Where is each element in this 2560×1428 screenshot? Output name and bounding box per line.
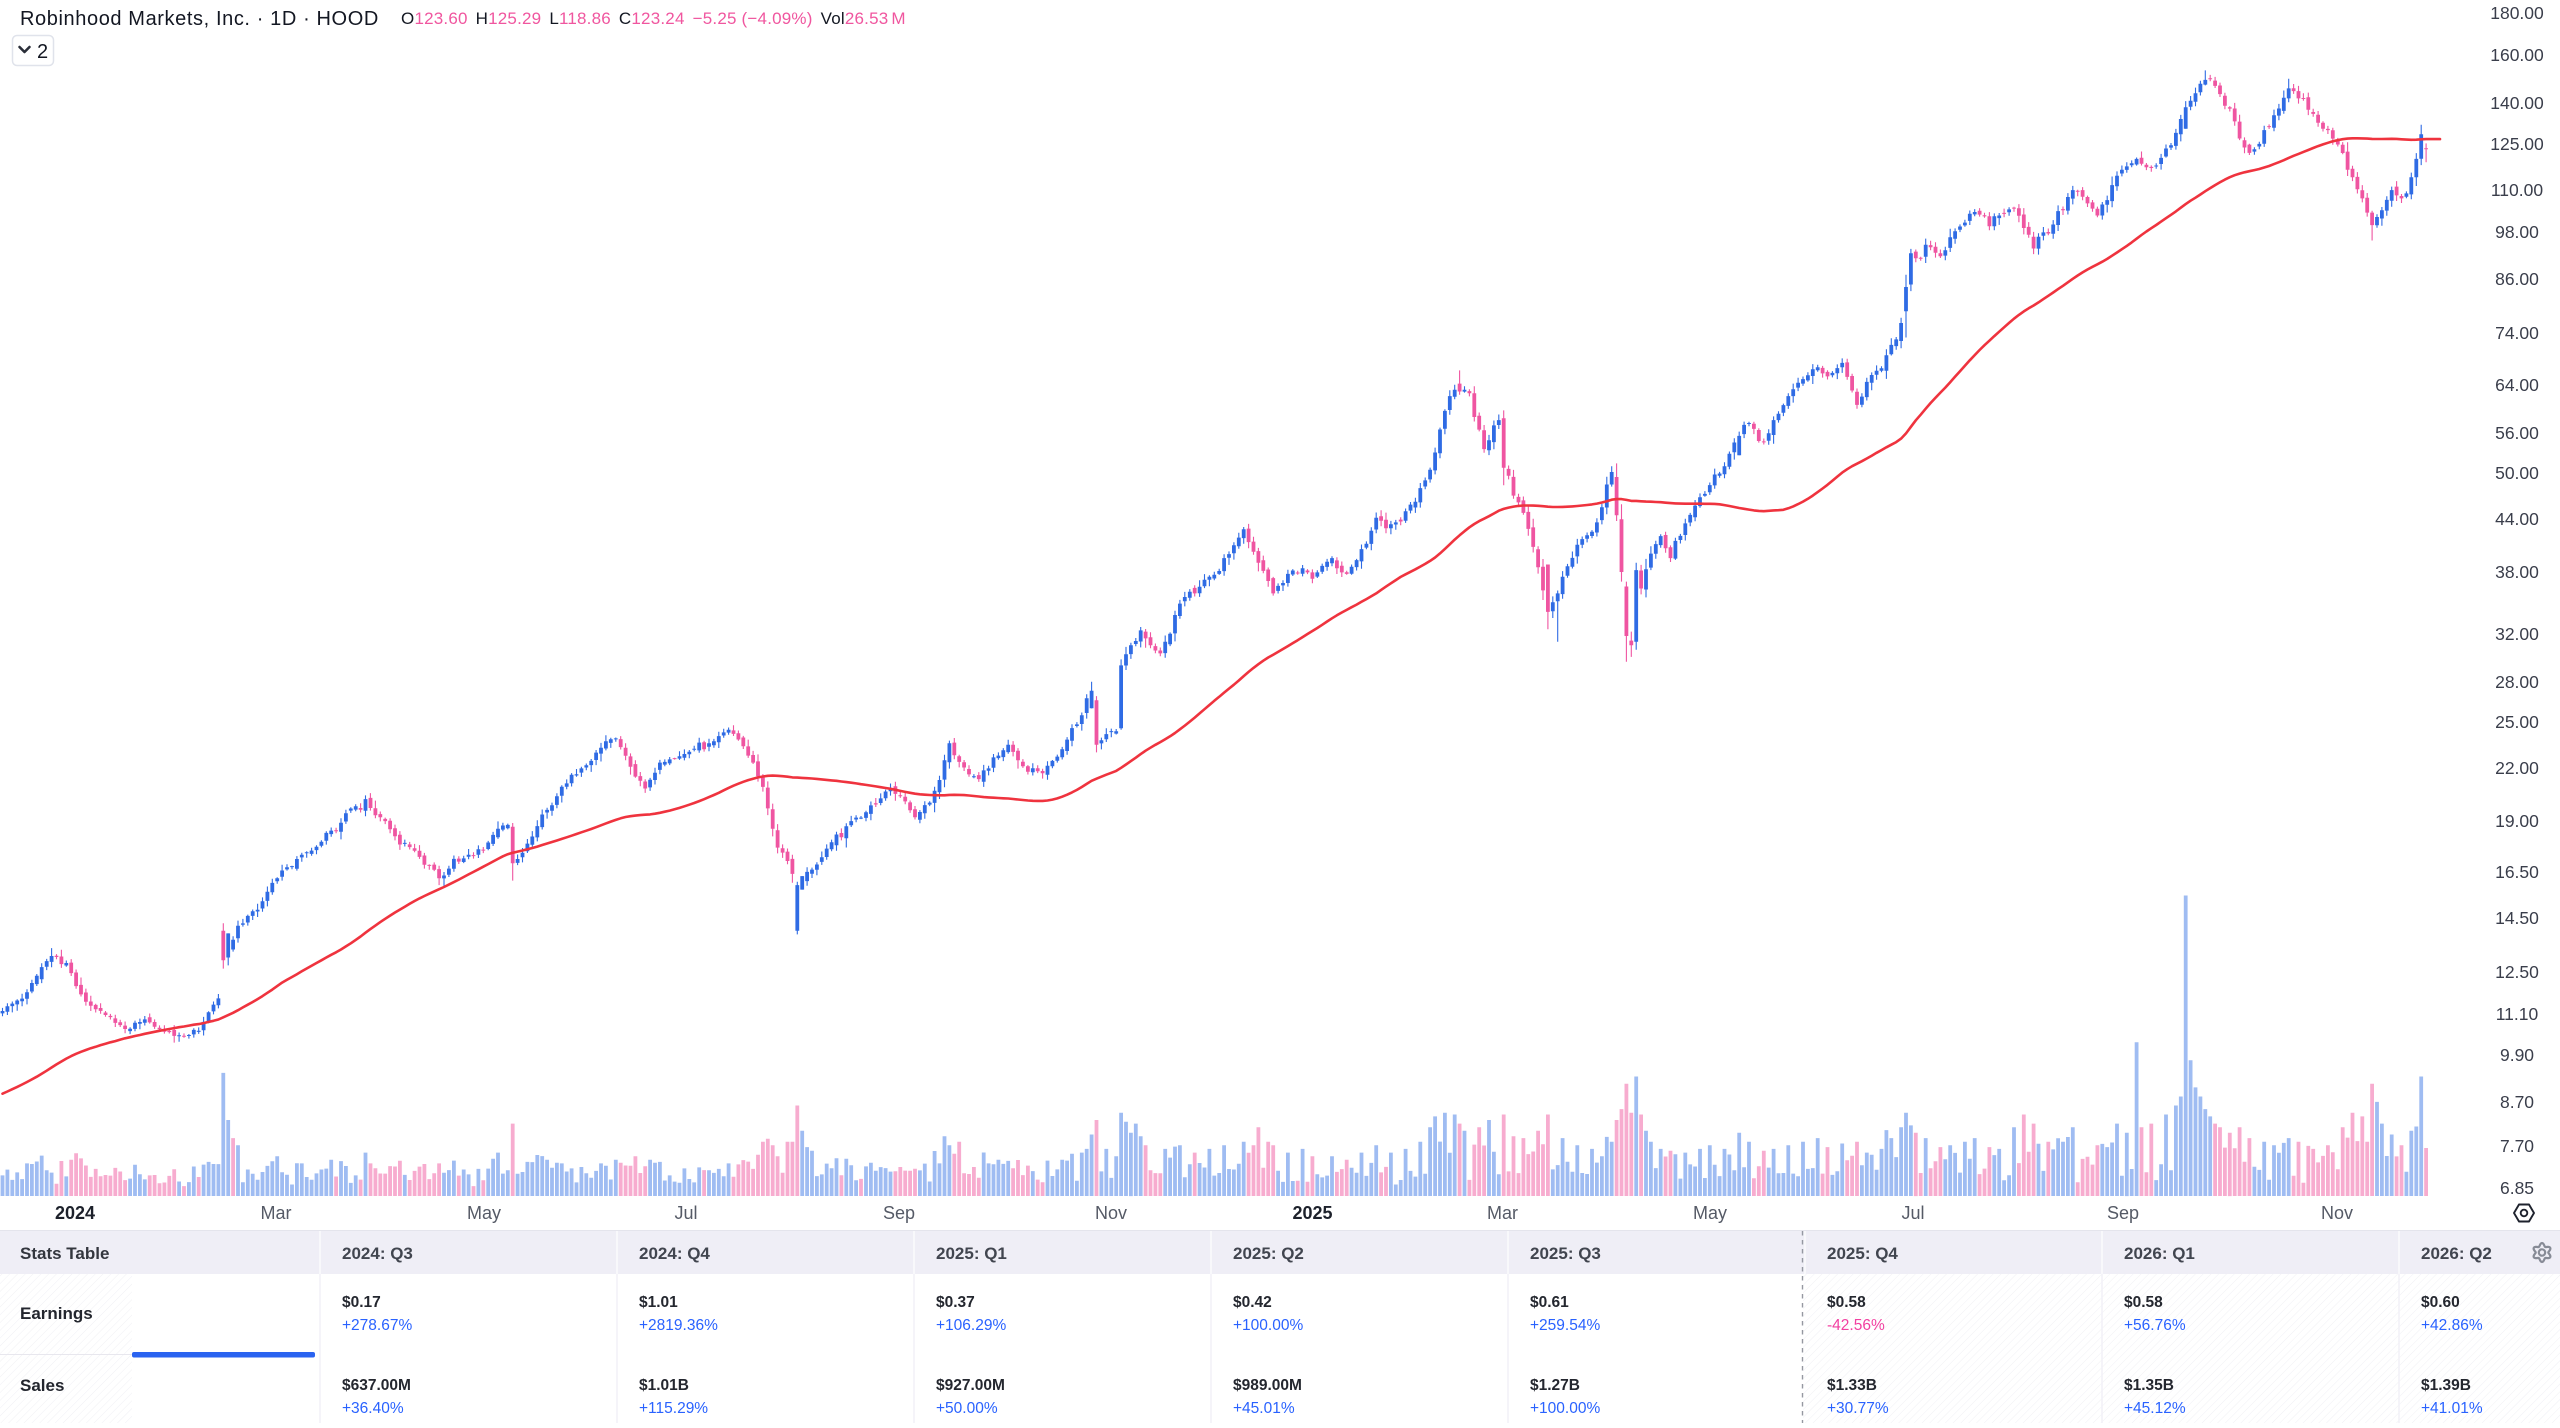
svg-text:2025: Q2: 2025: Q2 — [1233, 1244, 1304, 1263]
svg-text:Stats Table: Stats Table — [20, 1244, 109, 1263]
svg-text:2025: 2025 — [1292, 1203, 1332, 1223]
svg-text:+278.67%: +278.67% — [342, 1317, 412, 1334]
svg-text:110.00: 110.00 — [2491, 180, 2543, 200]
svg-text:160.00: 160.00 — [2490, 45, 2544, 65]
svg-text:+45.01%: +45.01% — [1233, 1400, 1295, 1417]
svg-text:May: May — [467, 1203, 501, 1223]
svg-text:$0.42: $0.42 — [1233, 1294, 1272, 1311]
svg-text:Sep: Sep — [883, 1203, 915, 1223]
svg-text:+36.40%: +36.40% — [342, 1400, 404, 1417]
svg-text:2024: 2024 — [55, 1203, 95, 1223]
svg-text:86.00: 86.00 — [2495, 269, 2539, 289]
svg-text:74.00: 74.00 — [2495, 323, 2539, 343]
svg-text:+56.76%: +56.76% — [2124, 1317, 2186, 1334]
svg-text:$1.01: $1.01 — [639, 1294, 678, 1311]
svg-text:Nov: Nov — [2321, 1203, 2353, 1223]
svg-text:+259.54%: +259.54% — [1530, 1317, 1600, 1334]
svg-text:56.00: 56.00 — [2495, 423, 2539, 443]
svg-text:$1.33B: $1.33B — [1827, 1377, 1877, 1394]
svg-text:+100.00%: +100.00% — [1530, 1400, 1600, 1417]
svg-text:140.00: 140.00 — [2490, 93, 2544, 113]
svg-text:2026: Q2: 2026: Q2 — [2421, 1244, 2492, 1263]
svg-text:+2819.36%: +2819.36% — [639, 1317, 718, 1334]
svg-text:16.50: 16.50 — [2495, 862, 2539, 882]
svg-text:11.10: 11.10 — [2496, 1004, 2539, 1024]
svg-text:+100.00%: +100.00% — [1233, 1317, 1303, 1334]
svg-text:14.50: 14.50 — [2495, 908, 2539, 928]
svg-text:98.00: 98.00 — [2495, 222, 2539, 242]
svg-text:+42.86%: +42.86% — [2421, 1317, 2483, 1334]
svg-text:64.00: 64.00 — [2495, 375, 2539, 395]
svg-text:2025: Q1: 2025: Q1 — [936, 1244, 1007, 1263]
svg-text:Jul: Jul — [674, 1203, 697, 1223]
svg-text:+30.77%: +30.77% — [1827, 1400, 1889, 1417]
svg-text:Sep: Sep — [2107, 1203, 2139, 1223]
svg-text:+115.29%: +115.29% — [639, 1400, 708, 1417]
svg-text:$0.61: $0.61 — [1530, 1294, 1569, 1311]
svg-text:Jul: Jul — [1901, 1203, 1924, 1223]
svg-text:+45.12%: +45.12% — [2124, 1400, 2186, 1417]
svg-text:$927.00M: $927.00M — [936, 1377, 1005, 1394]
svg-text:38.00: 38.00 — [2495, 562, 2539, 582]
svg-text:May: May — [1693, 1203, 1727, 1223]
svg-text:44.00: 44.00 — [2495, 509, 2539, 529]
svg-text:32.00: 32.00 — [2495, 624, 2539, 644]
svg-text:$0.37: $0.37 — [936, 1294, 975, 1311]
svg-text:Nov: Nov — [1095, 1203, 1127, 1223]
svg-text:25.00: 25.00 — [2495, 712, 2539, 732]
svg-text:22.00: 22.00 — [2495, 758, 2539, 778]
svg-text:+106.29%: +106.29% — [936, 1317, 1006, 1334]
svg-text:2026: Q1: 2026: Q1 — [2124, 1244, 2195, 1263]
svg-text:Mar: Mar — [1487, 1203, 1518, 1223]
svg-text:Mar: Mar — [261, 1203, 292, 1223]
svg-text:12.50: 12.50 — [2495, 962, 2539, 982]
svg-text:7.70: 7.70 — [2500, 1136, 2534, 1156]
svg-text:$637.00M: $637.00M — [342, 1377, 411, 1394]
svg-text:$989.00M: $989.00M — [1233, 1377, 1302, 1394]
svg-text:2024: Q3: 2024: Q3 — [342, 1244, 413, 1263]
svg-text:$1.01B: $1.01B — [639, 1377, 689, 1394]
svg-text:$0.60: $0.60 — [2421, 1294, 2460, 1311]
svg-text:180.00: 180.00 — [2490, 3, 2544, 23]
svg-text:28.00: 28.00 — [2495, 672, 2539, 692]
svg-text:Earnings: Earnings — [20, 1304, 93, 1323]
svg-text:$1.39B: $1.39B — [2421, 1377, 2471, 1394]
svg-text:$0.58: $0.58 — [2124, 1294, 2163, 1311]
svg-text:8.70: 8.70 — [2500, 1092, 2534, 1112]
svg-text:Robinhood Markets, Inc. · 1D ·: Robinhood Markets, Inc. · 1D · HOOD — [20, 8, 379, 30]
svg-text:-42.56%: -42.56% — [1827, 1317, 1885, 1334]
svg-text:50.00: 50.00 — [2495, 463, 2539, 483]
svg-text:$0.58: $0.58 — [1827, 1294, 1866, 1311]
svg-text:9.90: 9.90 — [2500, 1045, 2534, 1065]
svg-text:19.00: 19.00 — [2495, 811, 2539, 831]
svg-text:+41.01%: +41.01% — [2421, 1400, 2483, 1417]
svg-text:$0.17: $0.17 — [342, 1294, 381, 1311]
svg-text:2: 2 — [37, 41, 48, 63]
svg-text:2024: Q4: 2024: Q4 — [639, 1244, 710, 1263]
svg-text:2025: Q4: 2025: Q4 — [1827, 1244, 1898, 1263]
svg-text:$1.35B: $1.35B — [2124, 1377, 2174, 1394]
svg-text:Sales: Sales — [20, 1376, 64, 1395]
svg-text:+50.00%: +50.00% — [936, 1400, 998, 1417]
svg-text:2025: Q3: 2025: Q3 — [1530, 1244, 1601, 1263]
svg-text:6.85: 6.85 — [2500, 1178, 2534, 1198]
svg-text:125.00: 125.00 — [2490, 134, 2544, 154]
svg-text:$1.27B: $1.27B — [1530, 1377, 1580, 1394]
